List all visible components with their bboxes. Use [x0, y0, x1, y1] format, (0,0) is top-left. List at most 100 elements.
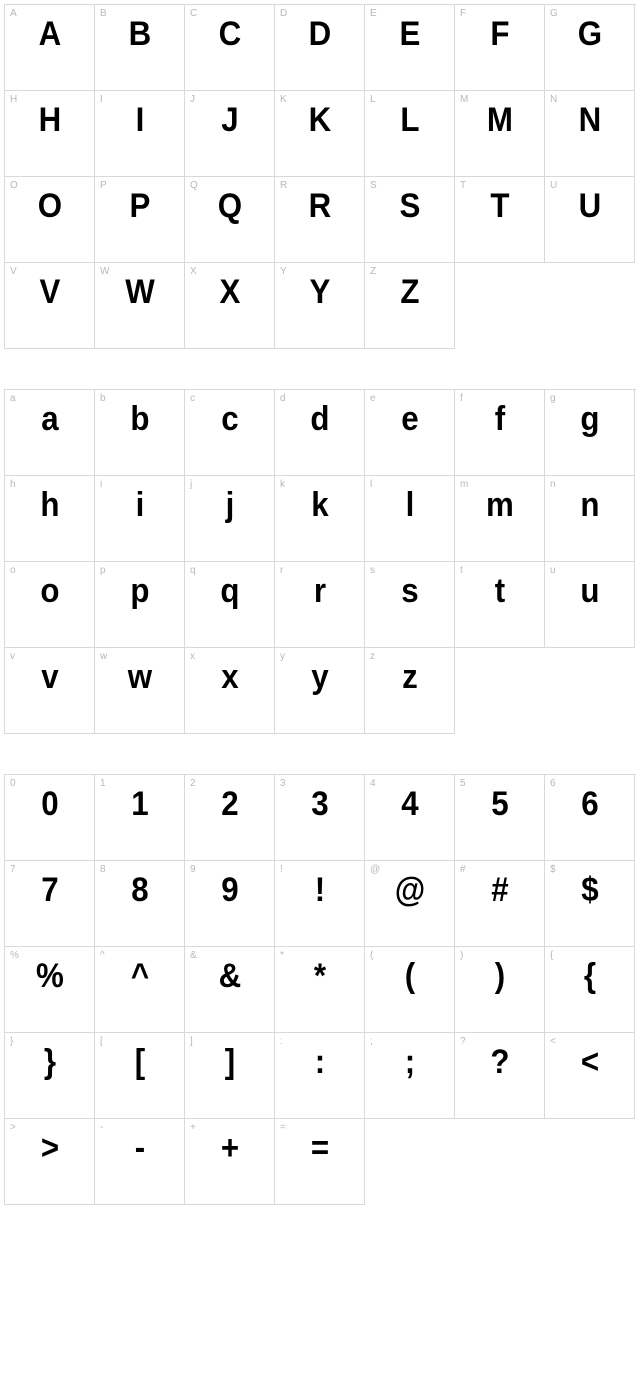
cell-glyph: M [459, 103, 541, 137]
cell-glyph: m [459, 488, 541, 522]
cell-glyph: K [279, 103, 361, 137]
glyph-cell: cc [185, 390, 275, 476]
cell-glyph: w [99, 660, 181, 694]
glyph-cell: ** [275, 947, 365, 1033]
cell-glyph: % [9, 959, 91, 993]
glyph-cell: II [95, 91, 185, 177]
cell-glyph: 0 [9, 787, 91, 821]
glyph-cell: OO [5, 177, 95, 263]
cell-glyph: E [369, 17, 451, 51]
glyph-cell: [[ [95, 1033, 185, 1119]
cell-glyph: o [9, 574, 91, 608]
glyph-cell: vv [5, 648, 95, 734]
glyph-cell: ZZ [365, 263, 455, 349]
cell-glyph: { [549, 959, 631, 993]
cell-glyph: < [549, 1045, 631, 1079]
cell-glyph: i [99, 488, 181, 522]
glyph-cell: $$ [545, 861, 635, 947]
glyph-cell: 55 [455, 775, 545, 861]
glyph-cell: %% [5, 947, 95, 1033]
glyph-cell: RR [275, 177, 365, 263]
glyph-cell: FF [455, 5, 545, 91]
cell-glyph: 1 [99, 787, 181, 821]
cell-glyph: X [189, 275, 271, 309]
cell-glyph: s [369, 574, 451, 608]
cell-glyph: 6 [549, 787, 631, 821]
empty-cell [545, 1119, 635, 1205]
cell-glyph: + [189, 1131, 271, 1165]
glyph-cell: ++ [185, 1119, 275, 1205]
cell-glyph: O [9, 189, 91, 223]
cell-glyph: 5 [459, 787, 541, 821]
glyph-cell: 00 [5, 775, 95, 861]
cell-glyph: N [549, 103, 631, 137]
cell-glyph: a [9, 402, 91, 436]
glyph-cell: :: [275, 1033, 365, 1119]
glyph-cell: XX [185, 263, 275, 349]
cell-glyph: = [279, 1131, 361, 1165]
glyph-cell: CC [185, 5, 275, 91]
glyph-cell: }} [5, 1033, 95, 1119]
empty-cell [455, 1119, 545, 1205]
empty-cell [455, 648, 545, 734]
cell-glyph: r [279, 574, 361, 608]
glyph-cell: ;; [365, 1033, 455, 1119]
cell-glyph: V [9, 275, 91, 309]
cell-glyph: y [279, 660, 361, 694]
glyph-cell: << [545, 1033, 635, 1119]
empty-cell [455, 263, 545, 349]
glyph-cell: BB [95, 5, 185, 91]
cell-glyph: - [99, 1131, 181, 1165]
glyph-cell: uu [545, 562, 635, 648]
cell-glyph: u [549, 574, 631, 608]
section-lowercase: aabbccddeeffgghhiijjkkllmmnnooppqqrrsstt… [4, 389, 636, 734]
cell-glyph: I [99, 103, 181, 137]
glyph-cell: ## [455, 861, 545, 947]
glyph-cell: ll [365, 476, 455, 562]
section-uppercase: AABBCCDDEEFFGGHHIIJJKKLLMMNNOOPPQQRRSSTT… [4, 4, 636, 349]
glyph-cell: kk [275, 476, 365, 562]
glyph-cell: pp [95, 562, 185, 648]
cell-glyph: c [189, 402, 271, 436]
cell-glyph: B [99, 17, 181, 51]
glyph-cell: {{ [545, 947, 635, 1033]
glyph-cell: qq [185, 562, 275, 648]
cell-glyph: Q [189, 189, 271, 223]
glyph-cell: JJ [185, 91, 275, 177]
cell-glyph: G [549, 17, 631, 51]
cell-glyph: Z [369, 275, 451, 309]
glyph-cell: GG [545, 5, 635, 91]
cell-glyph: e [369, 402, 451, 436]
cell-glyph: & [189, 959, 271, 993]
glyph-cell: -- [95, 1119, 185, 1205]
section-symbols: 00112233445566778899!!@@##$$%%^^&&**(())… [4, 774, 636, 1205]
glyph-cell: TT [455, 177, 545, 263]
glyph-cell: SS [365, 177, 455, 263]
cell-glyph: ; [369, 1045, 451, 1079]
cell-glyph: ( [369, 959, 451, 993]
glyph-grid: aabbccddeeffgghhiijjkkllmmnnooppqqrrsstt… [4, 389, 636, 734]
glyph-cell: YY [275, 263, 365, 349]
cell-glyph: * [279, 959, 361, 993]
glyph-grid: AABBCCDDEEFFGGHHIIJJKKLLMMNNOOPPQQRRSSTT… [4, 4, 636, 349]
cell-glyph: b [99, 402, 181, 436]
cell-glyph: A [9, 17, 91, 51]
cell-glyph: : [279, 1045, 361, 1079]
cell-glyph: ? [459, 1045, 541, 1079]
cell-glyph: g [549, 402, 631, 436]
glyph-cell: PP [95, 177, 185, 263]
glyph-cell: 88 [95, 861, 185, 947]
glyph-cell: jj [185, 476, 275, 562]
cell-glyph: h [9, 488, 91, 522]
glyph-cell: 44 [365, 775, 455, 861]
empty-cell [545, 263, 635, 349]
glyph-cell: aa [5, 390, 95, 476]
glyph-cell: rr [275, 562, 365, 648]
cell-glyph: H [9, 103, 91, 137]
glyph-cell: mm [455, 476, 545, 562]
glyph-cell: 33 [275, 775, 365, 861]
cell-glyph: ^ [99, 959, 181, 993]
glyph-cell: nn [545, 476, 635, 562]
cell-glyph: ] [189, 1045, 271, 1079]
glyph-cell: ^^ [95, 947, 185, 1033]
